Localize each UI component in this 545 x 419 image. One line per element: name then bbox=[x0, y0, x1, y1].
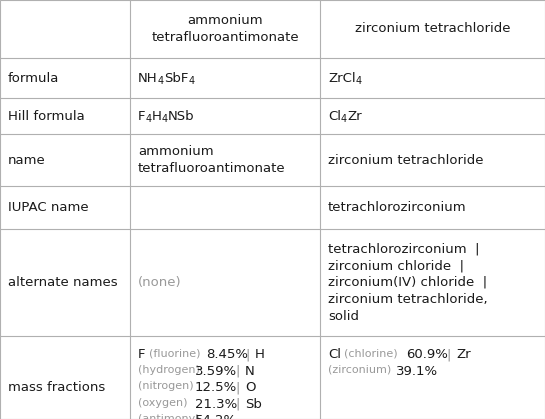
Text: |: | bbox=[446, 348, 450, 361]
Text: N: N bbox=[245, 365, 255, 378]
Text: alternate names: alternate names bbox=[8, 276, 118, 289]
Text: Cl: Cl bbox=[328, 348, 341, 361]
Text: 8.45%: 8.45% bbox=[206, 348, 248, 361]
Text: H: H bbox=[152, 109, 161, 122]
Text: NSb: NSb bbox=[168, 109, 194, 122]
Text: 4: 4 bbox=[161, 114, 168, 124]
Text: (antimony): (antimony) bbox=[138, 414, 199, 419]
Text: 21.3%: 21.3% bbox=[195, 398, 237, 411]
Text: |: | bbox=[245, 348, 250, 361]
Text: 12.5%: 12.5% bbox=[195, 381, 237, 394]
Text: 60.9%: 60.9% bbox=[406, 348, 448, 361]
Text: ZrCl: ZrCl bbox=[328, 72, 356, 85]
Text: 4: 4 bbox=[188, 76, 194, 86]
Text: Zr: Zr bbox=[456, 348, 471, 361]
Text: 4: 4 bbox=[146, 114, 152, 124]
Text: 4: 4 bbox=[341, 114, 347, 124]
Text: Zr: Zr bbox=[347, 109, 362, 122]
Text: 4: 4 bbox=[356, 76, 362, 86]
Text: O: O bbox=[245, 381, 256, 394]
Text: (fluorine): (fluorine) bbox=[149, 348, 201, 358]
Text: (none): (none) bbox=[138, 276, 181, 289]
Text: F: F bbox=[138, 109, 146, 122]
Text: tetrachlorozirconium: tetrachlorozirconium bbox=[328, 201, 467, 214]
Text: SbF: SbF bbox=[164, 72, 188, 85]
Text: (nitrogen): (nitrogen) bbox=[138, 381, 193, 391]
Text: 4: 4 bbox=[158, 76, 164, 86]
Text: NH: NH bbox=[138, 72, 158, 85]
Text: ammonium
tetrafluoroantimonate: ammonium tetrafluoroantimonate bbox=[138, 145, 286, 175]
Text: ammonium
tetrafluoroantimonate: ammonium tetrafluoroantimonate bbox=[151, 14, 299, 44]
Text: name: name bbox=[8, 153, 46, 166]
Text: (hydrogen): (hydrogen) bbox=[138, 365, 200, 375]
Text: formula: formula bbox=[8, 72, 59, 85]
Text: zirconium tetrachloride: zirconium tetrachloride bbox=[328, 153, 483, 166]
Text: F: F bbox=[138, 348, 146, 361]
Text: Sb: Sb bbox=[245, 398, 262, 411]
Text: |: | bbox=[235, 381, 239, 394]
Text: (zirconium): (zirconium) bbox=[328, 365, 391, 375]
Text: (chlorine): (chlorine) bbox=[344, 348, 398, 358]
Text: mass fractions: mass fractions bbox=[8, 381, 105, 394]
Text: Cl: Cl bbox=[328, 109, 341, 122]
Text: zirconium tetrachloride: zirconium tetrachloride bbox=[355, 23, 510, 36]
Text: tetrachlorozirconium  |
zirconium chloride  |
zirconium(IV) chloride  |
zirconiu: tetrachlorozirconium | zirconium chlorid… bbox=[328, 242, 488, 323]
Text: 39.1%: 39.1% bbox=[396, 365, 438, 378]
Text: |: | bbox=[235, 398, 239, 411]
Text: 3.59%: 3.59% bbox=[195, 365, 237, 378]
Text: Hill formula: Hill formula bbox=[8, 109, 85, 122]
Text: (oxygen): (oxygen) bbox=[138, 398, 187, 408]
Text: IUPAC name: IUPAC name bbox=[8, 201, 89, 214]
Text: 54.2%: 54.2% bbox=[195, 414, 237, 419]
Text: H: H bbox=[255, 348, 265, 361]
Text: |: | bbox=[235, 365, 239, 378]
